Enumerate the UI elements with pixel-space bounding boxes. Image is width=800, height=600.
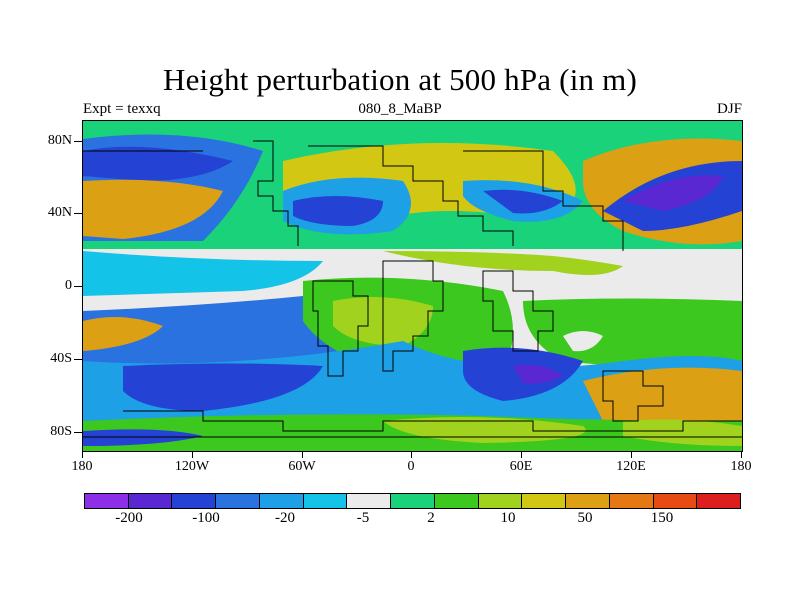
lat-tick — [74, 141, 82, 142]
lon-label-60w: 60W — [288, 459, 316, 474]
lon-tick — [192, 451, 193, 458]
colorbar-swatch — [390, 493, 435, 509]
lon-label-60e: 60E — [509, 459, 533, 474]
colorbar-swatch — [171, 493, 217, 509]
lon-tick — [82, 451, 83, 458]
lon-tick — [302, 451, 303, 458]
contour-map — [83, 121, 742, 451]
lat-label-80n: 80N — [47, 133, 72, 148]
lat-label-40n: 40N — [47, 205, 72, 220]
lat-label-80s: 80S — [50, 424, 72, 439]
colorbar-swatch — [433, 493, 479, 509]
colorbar-label: 50 — [577, 510, 593, 526]
lat-tick — [74, 432, 82, 433]
lat-tick — [74, 286, 82, 287]
map-frame — [82, 120, 743, 452]
colorbar-swatch — [652, 493, 698, 509]
colorbar-swatch — [84, 493, 129, 509]
lat-label-40s: 40S — [50, 351, 72, 366]
colorbar-swatch — [477, 493, 523, 509]
colorbar-swatch — [521, 493, 567, 509]
lon-tick — [411, 451, 412, 458]
lon-tick — [521, 451, 522, 458]
colorbar-swatch — [127, 493, 173, 509]
lon-label-120w: 120W — [174, 459, 210, 474]
colorbar-label: 2 — [427, 510, 435, 526]
lon-tick — [741, 451, 742, 458]
colorbar-swatch — [215, 493, 260, 509]
lat-tick — [74, 359, 82, 360]
plot-title: Height perturbation at 500 hPa (in m) — [162, 62, 638, 97]
colorbar-swatch — [565, 493, 610, 509]
colorbar-label: -20 — [275, 510, 295, 526]
colorbar-label: 10 — [500, 510, 516, 526]
period-label: 080_8_MaBP — [358, 101, 442, 117]
colorbar-swatch — [696, 493, 741, 509]
colorbar — [84, 493, 741, 509]
experiment-label: Expt = texxq — [83, 101, 161, 117]
lon-label-120e: 120E — [616, 459, 646, 474]
colorbar-label: 150 — [650, 510, 674, 526]
lon-tick — [631, 451, 632, 458]
colorbar-swatch — [258, 493, 304, 509]
colorbar-label: -100 — [192, 510, 220, 526]
colorbar-swatch — [346, 493, 392, 509]
lat-tick — [74, 213, 82, 214]
colorbar-swatch — [608, 493, 654, 509]
colorbar-label: -5 — [356, 510, 370, 526]
colorbar-swatch — [302, 493, 348, 509]
lat-label-0: 0 — [65, 278, 72, 293]
season-label: DJF — [716, 101, 742, 117]
lon-label-180w: 180 — [71, 459, 93, 474]
lon-label-0: 0 — [407, 459, 415, 474]
lon-label-180e: 180 — [730, 459, 752, 474]
colorbar-label: -200 — [115, 510, 143, 526]
